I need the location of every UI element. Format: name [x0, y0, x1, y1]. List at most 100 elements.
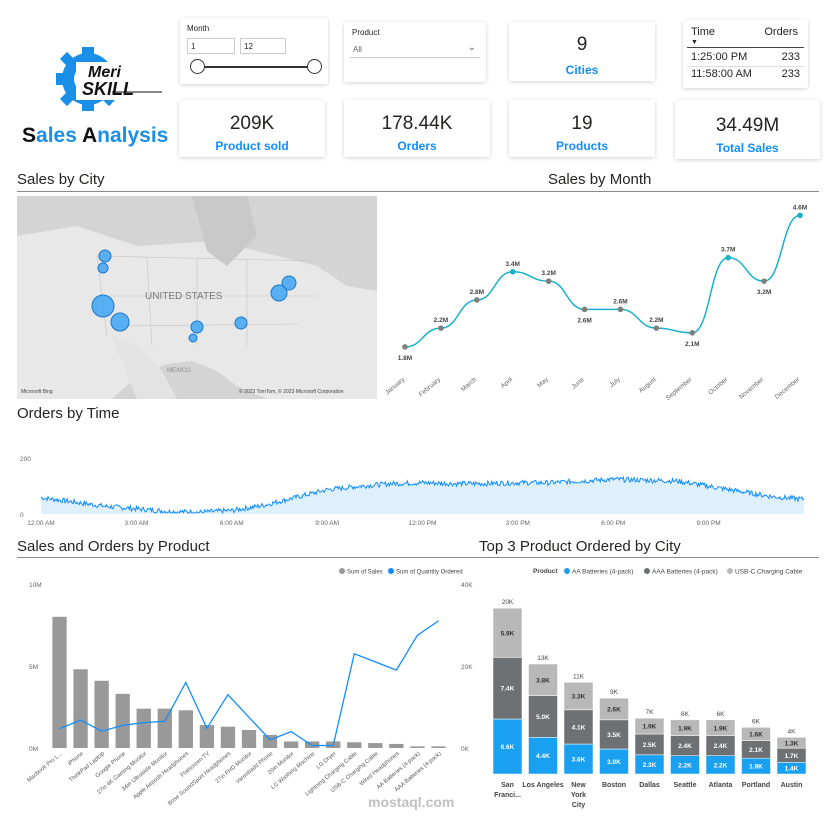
- city-bubble[interactable]: [97, 262, 109, 274]
- product-slicer[interactable]: Product All ⌄: [344, 22, 486, 82]
- bar[interactable]: [52, 616, 67, 748]
- kpi-label: Total Sales: [716, 141, 779, 155]
- data-label: 4.4K: [536, 753, 550, 760]
- x-tick-label: Franci...: [494, 792, 521, 799]
- month-slider-track[interactable]: [196, 66, 314, 68]
- month-from-input[interactable]: 1: [187, 38, 235, 54]
- city-bubble[interactable]: [91, 294, 115, 318]
- month-slider-end-handle[interactable]: [307, 59, 322, 74]
- series-line[interactable]: [59, 620, 439, 747]
- data-label: 1.3K: [785, 740, 799, 747]
- data-label: 5.9K: [501, 630, 515, 637]
- product-dropdown[interactable]: All ⌄: [350, 42, 480, 58]
- total-label: 7K: [646, 709, 655, 716]
- city-bubble[interactable]: [98, 249, 112, 263]
- legend-marker: [727, 568, 733, 574]
- table-header-orders[interactable]: Orders: [764, 26, 798, 38]
- logo: Meri SKILL: [52, 44, 172, 114]
- stacked-bar-segment[interactable]: [599, 697, 629, 721]
- data-point[interactable]: [509, 268, 516, 275]
- data-label: 1.9K: [714, 725, 728, 732]
- stacked-bar-segment[interactable]: [599, 719, 629, 750]
- top3-product-by-city-chart[interactable]: Product AA Batteries (4-pack) AAA Batterie…: [479, 562, 824, 817]
- bar[interactable]: [199, 725, 215, 748]
- data-label: 2.8M: [470, 289, 484, 296]
- city-bubble[interactable]: [270, 284, 288, 302]
- data-point[interactable]: [653, 325, 660, 331]
- month-to-input[interactable]: 12: [240, 38, 286, 54]
- sales-by-city-map[interactable]: UNITED STATES MEXICO Microsoft Bing © 20…: [17, 196, 377, 399]
- stacked-bar-segment[interactable]: [492, 657, 523, 720]
- bar[interactable]: [283, 741, 299, 748]
- sort-desc-icon[interactable]: ▼: [691, 39, 698, 46]
- stacked-bar-segment[interactable]: [492, 718, 523, 775]
- data-point[interactable]: [617, 306, 624, 313]
- stacked-bar-segment[interactable]: [528, 695, 558, 738]
- data-label: 5.0K: [536, 714, 550, 721]
- bar[interactable]: [347, 742, 362, 748]
- bar[interactable]: [262, 734, 278, 748]
- legend-label: Sum of Quantity Ordered: [396, 570, 463, 576]
- data-label: 2.2K: [678, 762, 692, 769]
- kpi-card-products: 19 Products: [509, 100, 655, 157]
- bar[interactable]: [94, 680, 109, 748]
- bar[interactable]: [431, 746, 446, 748]
- x-tick-label: December: [774, 376, 802, 401]
- bar[interactable]: [178, 710, 193, 748]
- stacked-bar-segment[interactable]: [634, 717, 665, 735]
- data-label: 1.7K: [785, 753, 799, 760]
- month-slicer[interactable]: Month 1 12: [180, 18, 328, 84]
- table-header-time[interactable]: Time: [691, 26, 716, 38]
- city-bubble[interactable]: [281, 275, 297, 291]
- section-title-top3: Top 3 Product Ordered by City: [479, 538, 681, 555]
- data-point[interactable]: [581, 306, 588, 313]
- data-point[interactable]: [689, 330, 696, 336]
- bar[interactable]: [136, 708, 151, 748]
- city-bubble[interactable]: [190, 320, 204, 334]
- legend-label: AA Batteries (4-pack): [572, 569, 633, 576]
- data-label: 1.9K: [749, 764, 763, 771]
- bar[interactable]: [389, 743, 404, 748]
- bar[interactable]: [410, 746, 425, 748]
- total-label: 6K: [752, 718, 761, 725]
- bar[interactable]: [220, 726, 236, 748]
- orders-by-time-chart[interactable]: 0 200 12:00 AM 3:00 AM 6:00 AM 9:00 AM 12:00 …: [14, 446, 814, 532]
- data-label: 4.1K: [572, 724, 586, 731]
- logo-line2: SKILL: [82, 79, 134, 99]
- total-label: 11K: [573, 673, 585, 680]
- kpi-value: 209K: [229, 113, 275, 134]
- bar[interactable]: [368, 743, 383, 748]
- bar[interactable]: [157, 708, 172, 748]
- x-tick-label: iPhone: [67, 751, 85, 767]
- city-bubble[interactable]: [110, 312, 130, 332]
- sales-by-month-chart[interactable]: 1.8M January 2.2M February 2.8M March 3.4M Apri…: [385, 196, 825, 406]
- data-point[interactable]: [402, 344, 408, 350]
- sales-orders-by-product-chart[interactable]: Sum of Sales Sum of Quantity Ordered 0M 5M 1…: [17, 562, 477, 817]
- stacked-bar-segment[interactable]: [563, 743, 594, 775]
- bar[interactable]: [73, 669, 88, 748]
- stacked-bar-segment[interactable]: [563, 682, 594, 711]
- month-slider-start-handle[interactable]: [190, 59, 205, 74]
- total-label: 4K: [788, 728, 797, 735]
- bar[interactable]: [115, 693, 130, 748]
- x-tick-label: April: [500, 376, 515, 390]
- stacked-bar-segment[interactable]: [776, 737, 807, 749]
- city-bubble[interactable]: [188, 333, 198, 343]
- stacked-bar-segment[interactable]: [705, 719, 736, 736]
- city-bubble[interactable]: [234, 316, 248, 330]
- cities-card: 9 Cities: [509, 22, 655, 81]
- stacked-bar-segment[interactable]: [670, 719, 700, 736]
- map-brand: Microsoft Bing: [21, 389, 53, 395]
- data-point[interactable]: [545, 278, 552, 284]
- data-point[interactable]: [797, 212, 803, 219]
- bar[interactable]: [241, 729, 257, 748]
- stacked-bar-segment[interactable]: [528, 663, 558, 696]
- data-point[interactable]: [474, 297, 480, 303]
- data-point[interactable]: [725, 254, 731, 261]
- kpi-card-product-sold: 209K Product sold: [179, 100, 325, 157]
- x-tick-label: 6:00 PM: [601, 520, 625, 527]
- stacked-bar-segment[interactable]: [741, 727, 771, 741]
- data-point[interactable]: [761, 278, 767, 284]
- data-point[interactable]: [438, 325, 444, 331]
- stacked-bar-segment[interactable]: [492, 607, 523, 658]
